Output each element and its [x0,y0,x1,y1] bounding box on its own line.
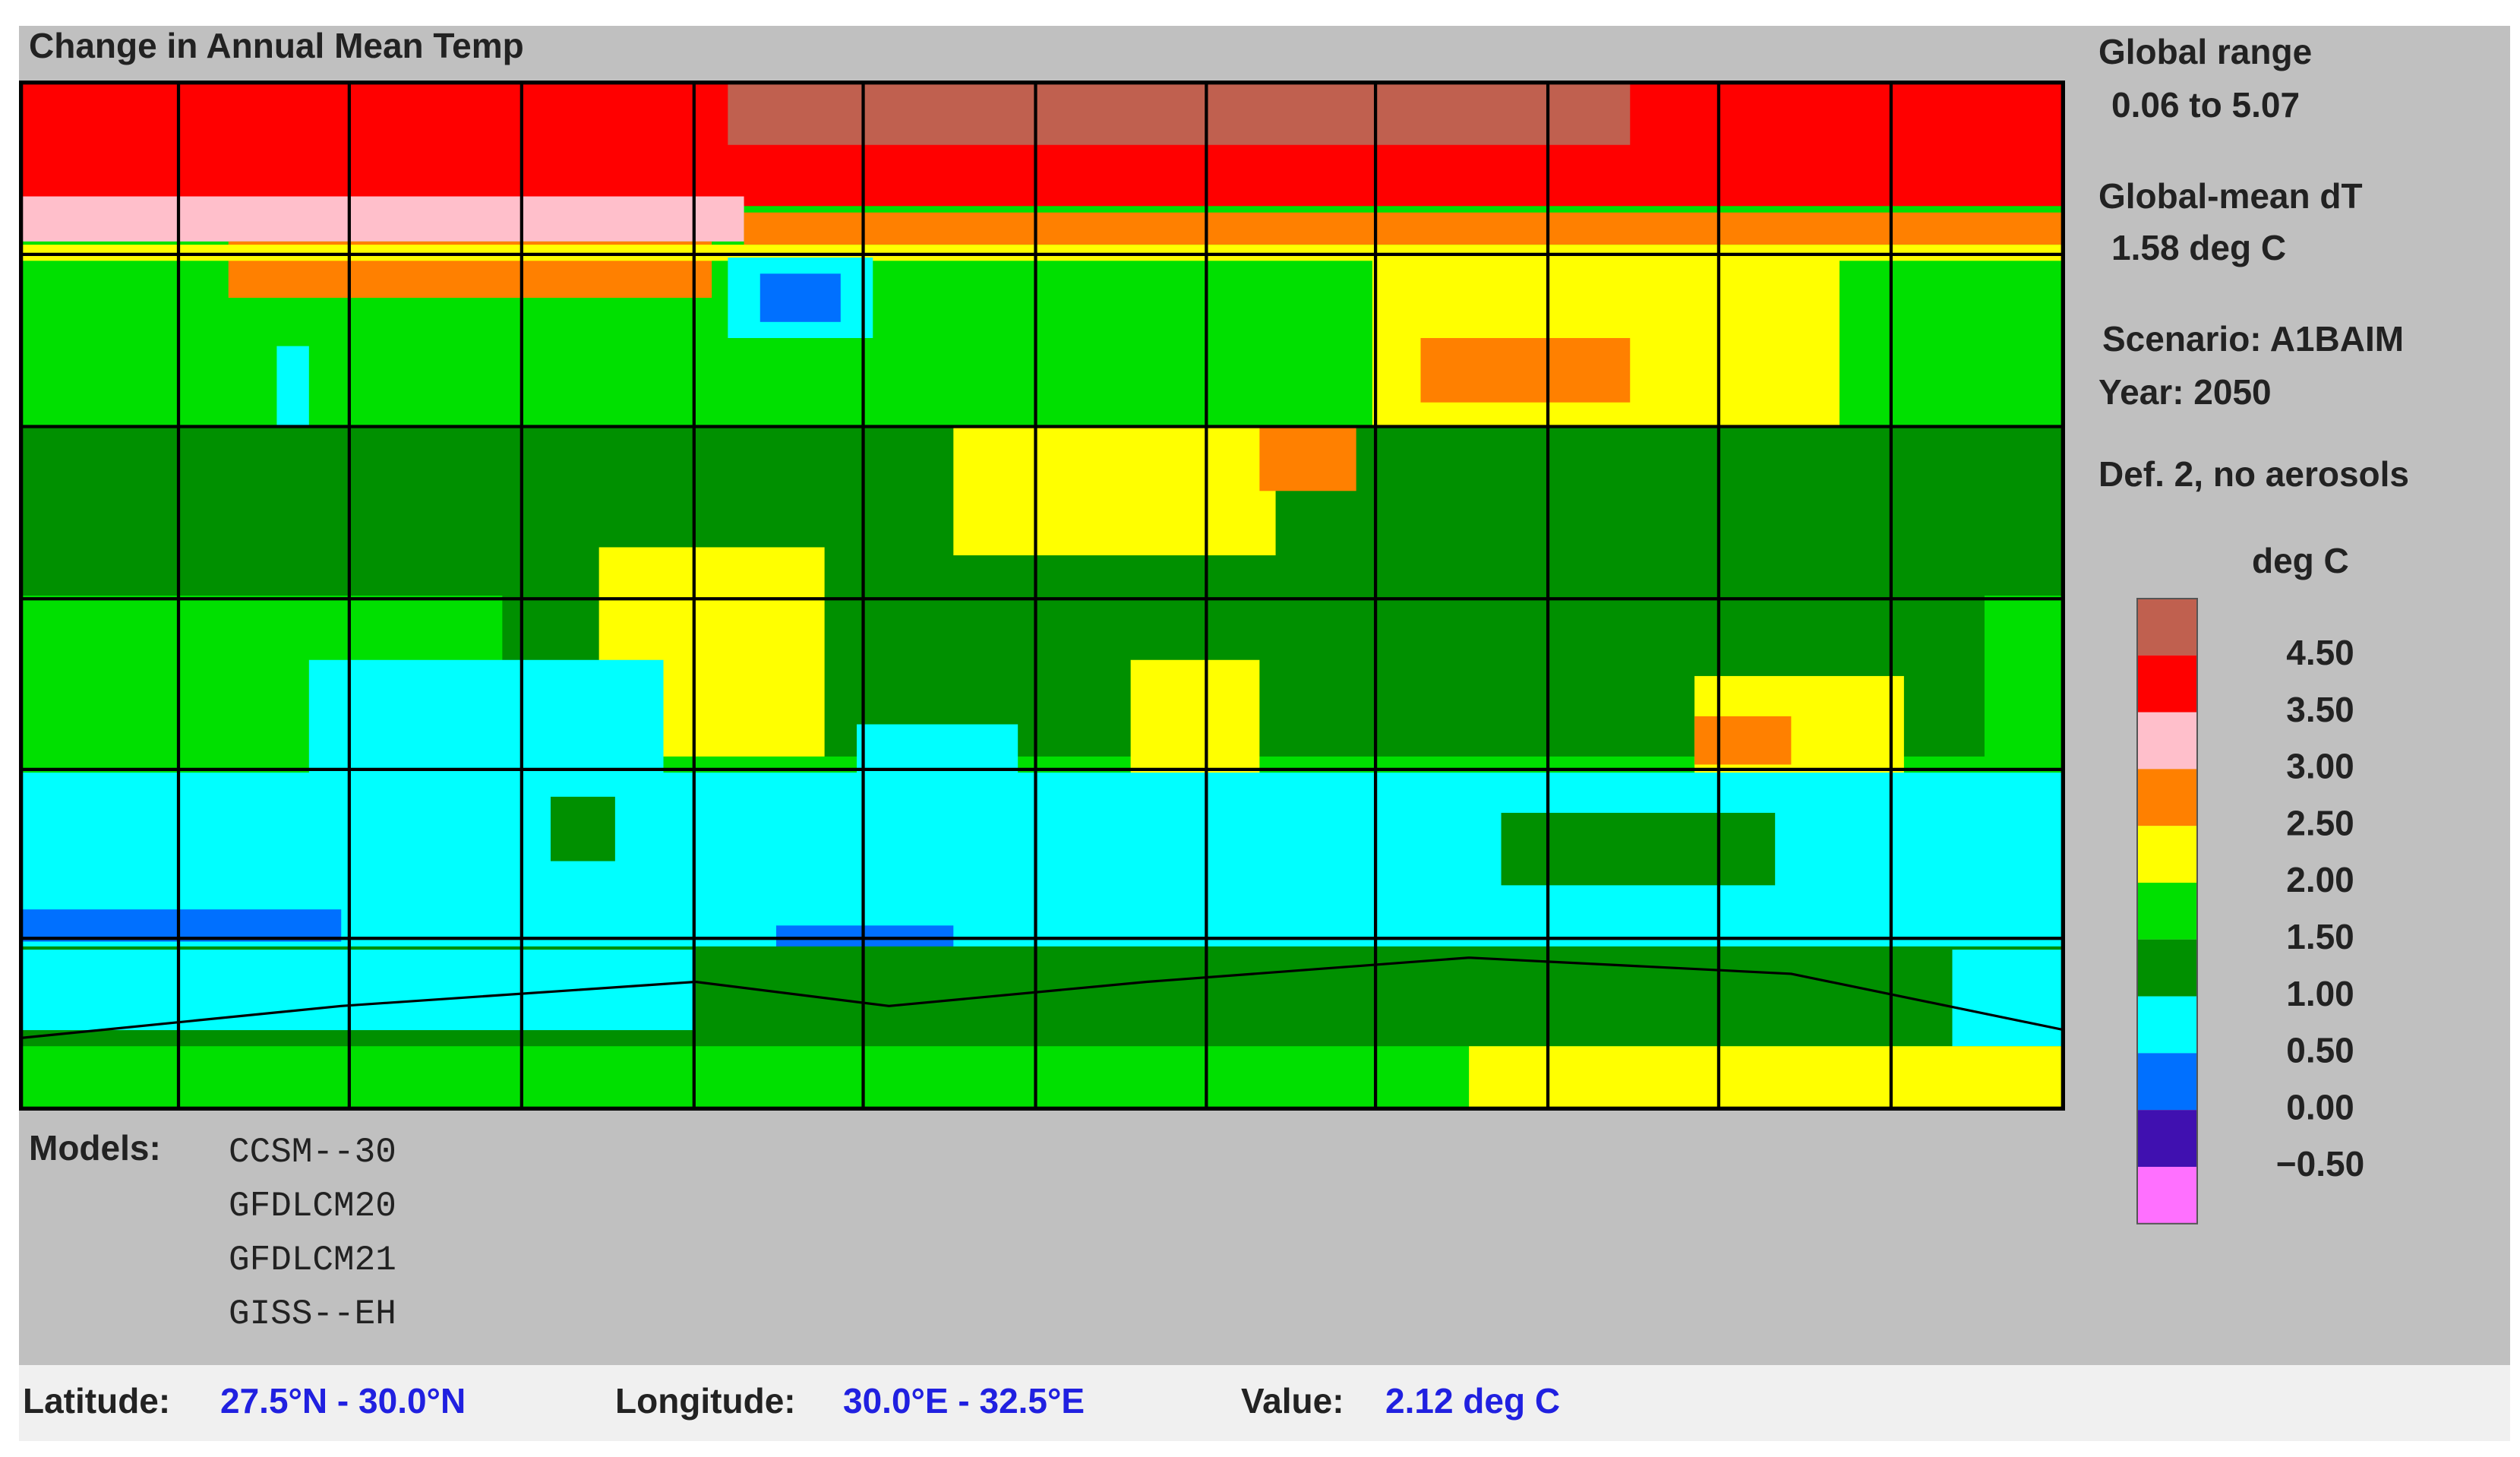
title: Change in Annual Mean Temp [29,26,524,65]
info-value: Year: 2050 [2098,372,2272,412]
legend-label: 1.00 [2286,974,2354,1013]
info-value: Def. 2, no aerosols [2098,454,2409,494]
legend-swatch [2137,1110,2197,1167]
legend-swatch [2137,939,2197,997]
model-name: GFDLCM20 [229,1187,396,1226]
model-name: GFDLCM21 [229,1241,396,1280]
legend-label: 3.00 [2286,747,2354,786]
legend-swatch [2137,996,2197,1054]
legend-swatch [2137,826,2197,883]
legend-label: 0.50 [2286,1031,2354,1070]
legend-swatch [2137,883,2197,940]
legend-label: 0.00 [2286,1087,2354,1127]
info-label: Global-mean dT [2098,176,2363,216]
legend-label: 4.50 [2286,633,2354,672]
status-value: 2.12 deg C [1385,1381,1560,1421]
status-value: 30.0°E - 32.5°E [843,1381,1085,1421]
status-bar [19,1365,2510,1441]
legend-swatch [2137,655,2197,713]
status-label: Longitude: [615,1381,796,1421]
legend-label: 2.00 [2286,860,2354,899]
info-value: 0.06 to 5.07 [2111,85,2300,125]
legend-swatch [2137,769,2197,826]
status-value: 27.5°N - 30.0°N [220,1381,466,1421]
legend-label: 3.50 [2286,690,2354,729]
legend-swatch [2137,1167,2197,1224]
legend-border [2136,598,2198,1225]
info-value: 1.58 deg C [2111,228,2286,267]
legend-label: 1.50 [2286,917,2354,956]
legend-swatch [2137,599,2197,656]
legend-swatch [2137,712,2197,770]
status-label: Value: [1241,1381,1344,1421]
model-name: GISS--EH [229,1294,396,1334]
info-value: Scenario: A1BAIM [2102,319,2404,359]
models-label: Models: [29,1128,161,1168]
status-label: Latitude: [23,1381,170,1421]
legend-unit: deg C [2252,541,2349,580]
legend: 4.50 3.50 3.00 2.50 2.00 1.50 1.00 0.50 0.00 −0.5… [2136,598,2364,1225]
model-list: CCSM--30 GFDLCM20 GFDLCM21 GISS--EH [229,1133,396,1334]
legend-swatch [2137,1053,2197,1111]
legend-label: −0.50 [2276,1144,2364,1184]
model-name: CCSM--30 [229,1133,396,1172]
map[interactable] [19,81,2065,1111]
legend-label: 2.50 [2286,803,2354,842]
info-label: Global range [2098,32,2312,71]
